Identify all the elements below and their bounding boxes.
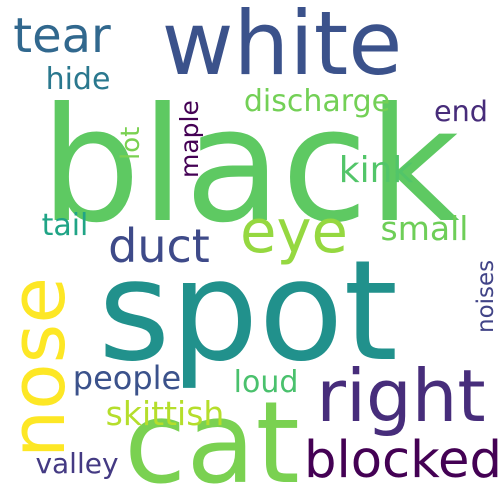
word-small: small: [380, 209, 469, 248]
word-skittish: skittish: [105, 394, 225, 433]
word-tail: tail: [41, 208, 89, 243]
word-kink: kink: [338, 150, 414, 191]
word-end: end: [434, 93, 488, 128]
word-spot: spot: [98, 229, 398, 392]
word-tear: tear: [13, 8, 111, 64]
word-noises: noises: [473, 259, 499, 333]
word-white: white: [161, 0, 403, 95]
word-right: right: [316, 354, 486, 438]
word-nose: nose: [0, 276, 82, 458]
word-lot: lot: [116, 126, 146, 160]
word-maple: maple: [175, 100, 204, 179]
word-blocked: blocked: [304, 429, 500, 490]
word-hide: hide: [45, 62, 111, 97]
word-loud: loud: [233, 365, 299, 400]
word-duct: duct: [108, 219, 210, 273]
word-black: black: [40, 74, 460, 258]
word-people: people: [72, 359, 182, 397]
word-cat: cat: [124, 377, 300, 500]
word-eye: eye: [240, 197, 348, 267]
word-valley: valley: [35, 447, 119, 480]
word-discharge: discharge: [243, 84, 391, 119]
